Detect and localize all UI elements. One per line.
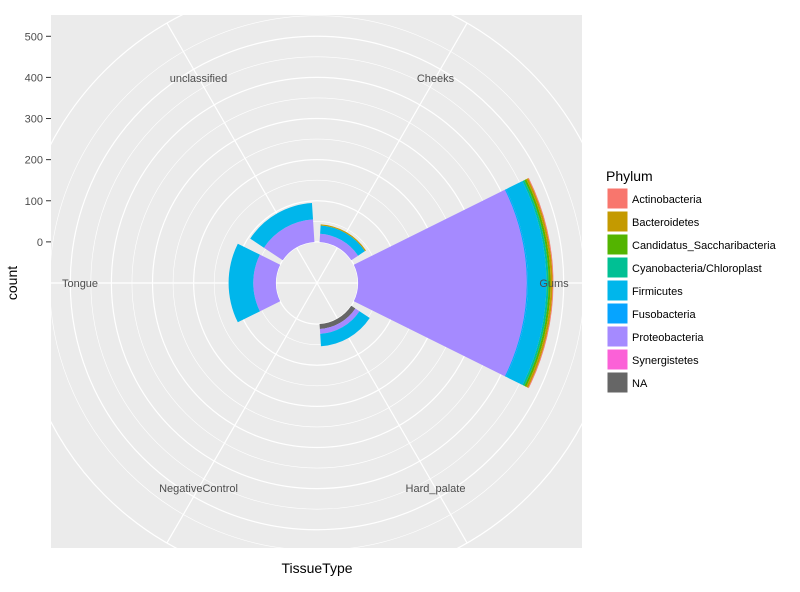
category-label: unclassified	[170, 73, 227, 85]
legend-label: Synergistetes	[632, 355, 699, 367]
legend-label: Bacteroidetes	[632, 217, 700, 229]
category-label: Tongue	[62, 278, 98, 290]
legend-label: Firmicutes	[632, 286, 683, 298]
r-tick-label: 300	[25, 114, 43, 126]
y-axis-title: count	[4, 266, 20, 300]
legend-title: Phylum	[606, 168, 653, 184]
legend-swatch	[606, 256, 629, 279]
legend-label: Actinobacteria	[632, 194, 703, 206]
grid-spoke	[166, 282, 318, 544]
bar-segment	[524, 179, 551, 387]
bar-segment	[528, 177, 554, 389]
bar-segment	[319, 305, 356, 329]
category-label: Hard_palate	[406, 483, 466, 495]
r-tick-label: 500	[25, 31, 43, 43]
bar-segment	[319, 308, 360, 334]
bar-segment	[263, 219, 315, 261]
bar-segment	[353, 189, 527, 377]
bar-segment	[504, 189, 528, 377]
legend-swatch	[606, 187, 629, 210]
bars	[228, 177, 554, 389]
bar-segment	[522, 180, 549, 386]
category-label: Cheeks	[417, 73, 455, 85]
legend-swatch	[606, 371, 629, 394]
bar-segment	[320, 311, 370, 347]
legend-swatch	[606, 325, 629, 348]
bar-segment	[253, 254, 281, 312]
legend-swatch	[606, 279, 629, 302]
r-tick-label: 200	[25, 155, 43, 167]
category-label: NegativeControl	[159, 483, 238, 495]
bar-segment	[250, 202, 313, 248]
bar-segment	[320, 225, 365, 256]
radial-axis: 0 100 200 300 400 500	[25, 31, 51, 249]
bar-segment	[228, 243, 260, 323]
r-tick-label: 100	[25, 196, 43, 208]
x-axis-title: TissueType	[281, 560, 352, 576]
legend-swatch	[606, 210, 629, 233]
r-tick-label: 400	[25, 72, 43, 84]
grid	[16, 0, 618, 584]
legend-label: NA	[632, 378, 648, 390]
legend-swatch	[606, 233, 629, 256]
category-labels: Gums Cheeks unclassified Tongue NegativeCont…	[62, 73, 569, 495]
bar-segment	[505, 180, 547, 386]
category-label: Gums	[539, 278, 569, 290]
legend-label: Proteobacteria	[632, 332, 704, 344]
legend-label: Fusobacteria	[632, 309, 696, 321]
legend-swatch	[606, 302, 629, 325]
bar-segment	[526, 178, 553, 388]
legend: Phylum Actinobacteria Bacteroidetes Candid…	[606, 168, 777, 394]
r-tick-label: 0	[37, 237, 43, 249]
bar-segment	[319, 233, 359, 261]
legend-label: Cyanobacteria/Chloroplast	[632, 263, 762, 275]
legend-label: Candidatus_Saccharibacteria	[632, 240, 777, 252]
legend-swatch	[606, 348, 629, 371]
